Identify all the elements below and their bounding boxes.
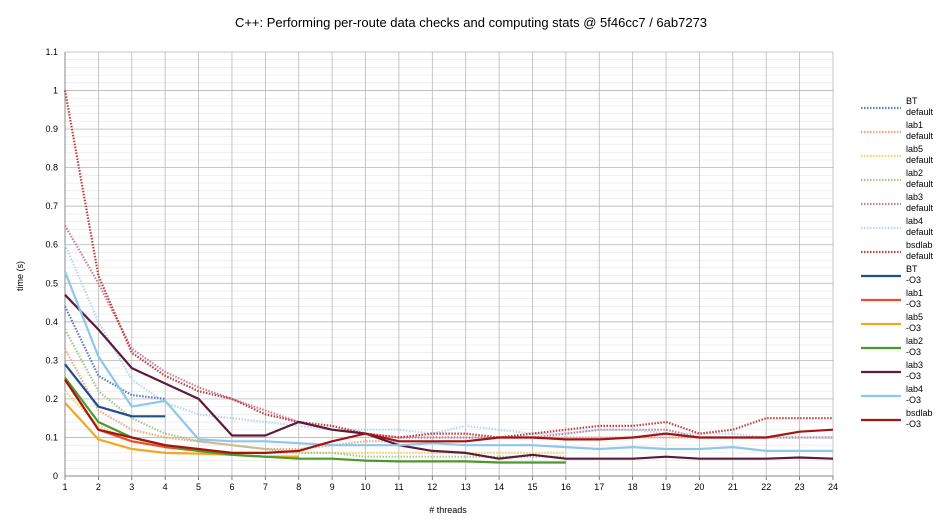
series-line-bsdlab-o3 bbox=[64, 378, 834, 454]
y-tick-label: 1 bbox=[53, 86, 58, 96]
legend-label-line2: default bbox=[906, 227, 934, 237]
axes: 00.10.20.30.40.50.60.70.80.911.11 2 3 4 5 6 7 8… bbox=[45, 47, 838, 492]
y-tick-label: 0.1 bbox=[45, 432, 58, 442]
legend-label-line1: bsdlab bbox=[906, 408, 933, 418]
legend-label-line1: lab1 bbox=[906, 120, 923, 130]
y-tick-label: 0.8 bbox=[45, 163, 58, 173]
legend-label-line2: default bbox=[906, 131, 934, 141]
x-tick-label: 11 bbox=[394, 482, 403, 492]
legend-label-line1: lab3 bbox=[906, 192, 923, 202]
x-tick-label: 19 bbox=[661, 482, 671, 492]
x-tick-label: 18 bbox=[628, 482, 638, 492]
x-tick-label: 24 bbox=[828, 482, 838, 492]
y-tick-label: 0 bbox=[53, 471, 58, 481]
legend-label-line1: lab5 bbox=[906, 312, 923, 322]
y-tick-label: 1.1 bbox=[45, 47, 58, 57]
legend-label-line2: default bbox=[906, 155, 934, 165]
series-line-bt-default bbox=[64, 305, 166, 400]
legend-label-line1: lab2 bbox=[906, 168, 923, 178]
legend-label-line2: default bbox=[906, 203, 934, 213]
x-tick-label: 10 bbox=[361, 482, 371, 492]
legend-label-line1: BT bbox=[906, 264, 918, 274]
x-tick-label: 2 bbox=[96, 482, 101, 492]
legend-label-line2: -O3 bbox=[906, 371, 921, 381]
x-axis-title: # threads bbox=[429, 505, 467, 515]
series-line-lab3-default bbox=[64, 224, 833, 439]
y-tick-label: 0.4 bbox=[45, 317, 58, 327]
legend-label-line2: -O3 bbox=[906, 323, 921, 333]
series-line-bt-o3 bbox=[64, 363, 166, 418]
x-tick-label: 5 bbox=[196, 482, 201, 492]
x-tick-label: 21 bbox=[728, 482, 738, 492]
x-tick-label: 15 bbox=[527, 482, 537, 492]
x-tick-label: 8 bbox=[296, 482, 301, 492]
legend-label-line1: lab4 bbox=[906, 384, 923, 394]
x-tick-label: 14 bbox=[494, 482, 504, 492]
y-tick-label: 0.6 bbox=[45, 240, 58, 250]
legend-label-line1: lab4 bbox=[906, 216, 923, 226]
legend-label-line1: lab1 bbox=[906, 288, 923, 298]
legend-label-line1: lab2 bbox=[906, 336, 923, 346]
series-line-lab5-default bbox=[64, 390, 566, 454]
x-tick-label: 13 bbox=[461, 482, 471, 492]
legend-label-line2: -O3 bbox=[906, 275, 921, 285]
x-tick-label: 1 bbox=[62, 482, 67, 492]
legend-label-line1: lab3 bbox=[906, 360, 923, 370]
legend: BTdefaultlab1defaultlab5defaultlab2defau… bbox=[861, 96, 934, 429]
y-tick-label: 0.2 bbox=[45, 394, 58, 404]
legend-label-line2: -O3 bbox=[906, 395, 921, 405]
y-tick-label: 0.5 bbox=[45, 278, 58, 288]
y-axis-title: time (s) bbox=[15, 261, 25, 291]
y-tick-label: 0.7 bbox=[45, 201, 58, 211]
y-tick-label: 0.9 bbox=[45, 124, 58, 134]
series-line-lab4-o3 bbox=[63, 271, 833, 452]
x-tick-label: 4 bbox=[163, 482, 168, 492]
x-tick-label: 6 bbox=[229, 482, 234, 492]
x-tick-label: 3 bbox=[129, 482, 134, 492]
legend-label-line1: BT bbox=[906, 96, 918, 106]
legend-label-line1: lab5 bbox=[906, 144, 923, 154]
x-tick-label: 20 bbox=[694, 482, 704, 492]
x-tick-label: 22 bbox=[761, 482, 771, 492]
legend-label-line1: bsdlab bbox=[906, 240, 933, 250]
x-tick-label: 7 bbox=[263, 482, 268, 492]
x-tick-label: 12 bbox=[427, 482, 437, 492]
chart-title: C++: Performing per-route data checks an… bbox=[235, 15, 707, 30]
series-layer bbox=[63, 90, 834, 464]
legend-label-line2: -O3 bbox=[906, 419, 921, 429]
legend-label-line2: default bbox=[906, 251, 934, 261]
x-tick-label: 9 bbox=[330, 482, 335, 492]
legend-label-line2: -O3 bbox=[906, 347, 921, 357]
legend-label-line2: default bbox=[906, 179, 934, 189]
series-line-lab3-o3 bbox=[64, 294, 834, 460]
legend-label-line2: -O3 bbox=[906, 299, 921, 309]
x-tick-label: 23 bbox=[795, 482, 805, 492]
legend-label-line2: default bbox=[906, 107, 934, 117]
series-line-bsdlab-default bbox=[63, 90, 833, 439]
x-tick-label: 17 bbox=[594, 482, 604, 492]
y-tick-label: 0.3 bbox=[45, 355, 58, 365]
series-line-lab4-default bbox=[63, 244, 833, 439]
x-tick-label: 16 bbox=[561, 482, 571, 492]
grid bbox=[64, 51, 834, 477]
